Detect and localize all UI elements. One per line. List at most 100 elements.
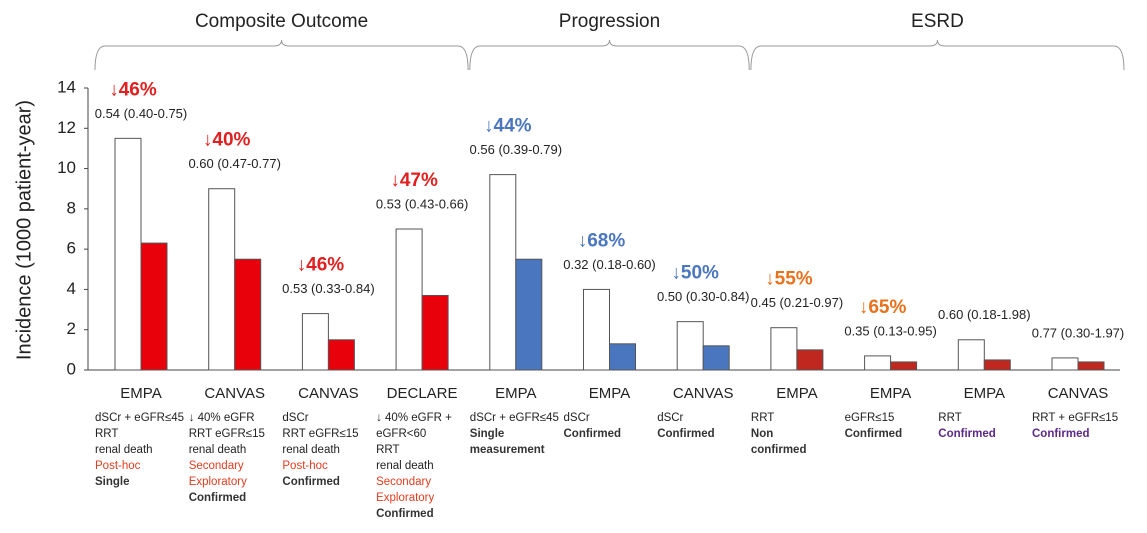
y-tick-label: 10 xyxy=(57,158,76,177)
bar xyxy=(515,258,543,371)
note: RRT eGFR≤15 xyxy=(282,428,358,440)
note: dSCr xyxy=(657,412,683,424)
bar xyxy=(208,188,236,371)
reduction-label: ↓50% xyxy=(671,263,719,284)
note: renal death xyxy=(282,444,340,456)
hr-label: 0.35 (0.13-0.95) xyxy=(844,323,937,338)
hr-label: 0.53 (0.43-0.66) xyxy=(376,196,469,211)
reduction-label: ↓46% xyxy=(297,255,345,276)
hr-label: 0.60 (0.18-1.98) xyxy=(938,307,1031,322)
note: Single xyxy=(95,476,130,488)
y-tick-label: 14 xyxy=(57,77,76,96)
hr-label: 0.45 (0.21-0.97) xyxy=(751,295,844,310)
y-axis-label: Incidence (1000 patient-year) xyxy=(13,100,35,360)
note: Confirmed xyxy=(282,476,340,488)
bar xyxy=(140,242,168,371)
x-tick-label: CANVAS xyxy=(298,385,359,402)
note: ↓ 40% eGFR xyxy=(189,412,255,424)
reduction-label: ↓65% xyxy=(859,297,907,318)
x-tick-label: EMPA xyxy=(776,385,817,402)
bar xyxy=(890,361,918,371)
bar xyxy=(864,355,892,371)
bar xyxy=(609,343,636,371)
hr-label: 0.32 (0.18-0.60) xyxy=(563,257,656,272)
bar xyxy=(702,345,730,371)
note: confirmed xyxy=(751,444,807,456)
reduction-label: ↓40% xyxy=(203,130,251,151)
note: Non xyxy=(751,428,773,440)
note: ↓ 40% eGFR + xyxy=(376,412,452,424)
bar xyxy=(421,294,449,371)
bar xyxy=(327,339,355,371)
y-tick-label: 2 xyxy=(67,319,76,338)
bar xyxy=(234,258,262,371)
note: Confirmed xyxy=(657,428,715,440)
note: Single xyxy=(470,428,505,440)
y-tick-label: 12 xyxy=(57,118,76,137)
note: Confirmed xyxy=(189,492,247,504)
bar xyxy=(114,137,142,371)
y-tick-label: 6 xyxy=(67,239,76,258)
note: Post-hoc xyxy=(282,460,328,472)
reduction-label: ↓46% xyxy=(109,79,157,100)
x-tick-label: EMPA xyxy=(870,385,911,402)
reduction-label: ↓68% xyxy=(578,230,626,251)
note: RRT xyxy=(376,444,399,456)
bar xyxy=(301,313,329,371)
section-title: Progression xyxy=(559,11,660,32)
x-tick-label: CANVAS xyxy=(673,385,734,402)
bar xyxy=(983,359,1011,371)
reduction-label: ↓55% xyxy=(765,269,813,290)
hr-label: 0.77 (0.30-1.97) xyxy=(1032,325,1125,340)
hr-label: 0.60 (0.47-0.77) xyxy=(188,156,281,171)
note: dSCr xyxy=(282,412,308,424)
note: Post-hoc xyxy=(95,460,141,472)
note: Confirmed xyxy=(845,428,903,440)
hr-label: 0.53 (0.33-0.84) xyxy=(282,281,375,296)
note: RRT xyxy=(938,412,961,424)
bar xyxy=(796,349,824,371)
bar xyxy=(489,174,517,371)
note: Confirmed xyxy=(938,428,996,440)
y-tick-label: 4 xyxy=(67,279,76,298)
note: Confirmed xyxy=(376,508,434,520)
hr-label: 0.56 (0.39-0.79) xyxy=(470,142,563,157)
y-tick-label: 0 xyxy=(67,359,76,378)
note: RRT eGFR≤15 xyxy=(189,428,265,440)
bar xyxy=(395,228,423,371)
note: RRT xyxy=(751,412,774,424)
x-tick-label: CANVAS xyxy=(1048,385,1109,402)
bar xyxy=(1051,357,1079,371)
bar xyxy=(770,327,798,371)
note: measurement xyxy=(470,444,545,456)
hr-label: 0.50 (0.30-0.84) xyxy=(657,289,750,304)
reduction-label: ↓47% xyxy=(390,170,438,191)
note: eGFR<60 xyxy=(376,428,426,440)
note: Secondary xyxy=(376,476,431,488)
section-brace xyxy=(469,39,750,71)
section-brace xyxy=(94,39,469,71)
x-tick-label: CANVAS xyxy=(204,385,265,402)
y-tick-label: 8 xyxy=(67,198,76,217)
note: Secondary xyxy=(189,460,244,472)
x-tick-label: DECLARE xyxy=(387,385,458,402)
bar xyxy=(957,339,985,371)
x-tick-label: EMPA xyxy=(589,385,630,402)
note: dSCr + eGFR≤45 xyxy=(470,412,559,424)
section-title: Composite Outcome xyxy=(195,11,368,32)
note: Exploratory xyxy=(189,476,247,488)
note: RRT + eGFR≤15 xyxy=(1032,412,1118,424)
x-tick-label: EMPA xyxy=(964,385,1005,402)
note: renal death xyxy=(95,444,153,456)
bar xyxy=(583,288,610,371)
note: eGFR≤15 xyxy=(845,412,895,424)
hr-label: 0.54 (0.40-0.75) xyxy=(95,106,188,121)
note: Confirmed xyxy=(1032,428,1090,440)
note: Exploratory xyxy=(376,492,434,504)
note: dSCr + eGFR≤45 xyxy=(95,412,184,424)
x-tick-label: EMPA xyxy=(120,385,161,402)
section-brace xyxy=(750,39,1125,71)
note: Confirmed xyxy=(564,428,622,440)
note: renal death xyxy=(376,460,434,472)
